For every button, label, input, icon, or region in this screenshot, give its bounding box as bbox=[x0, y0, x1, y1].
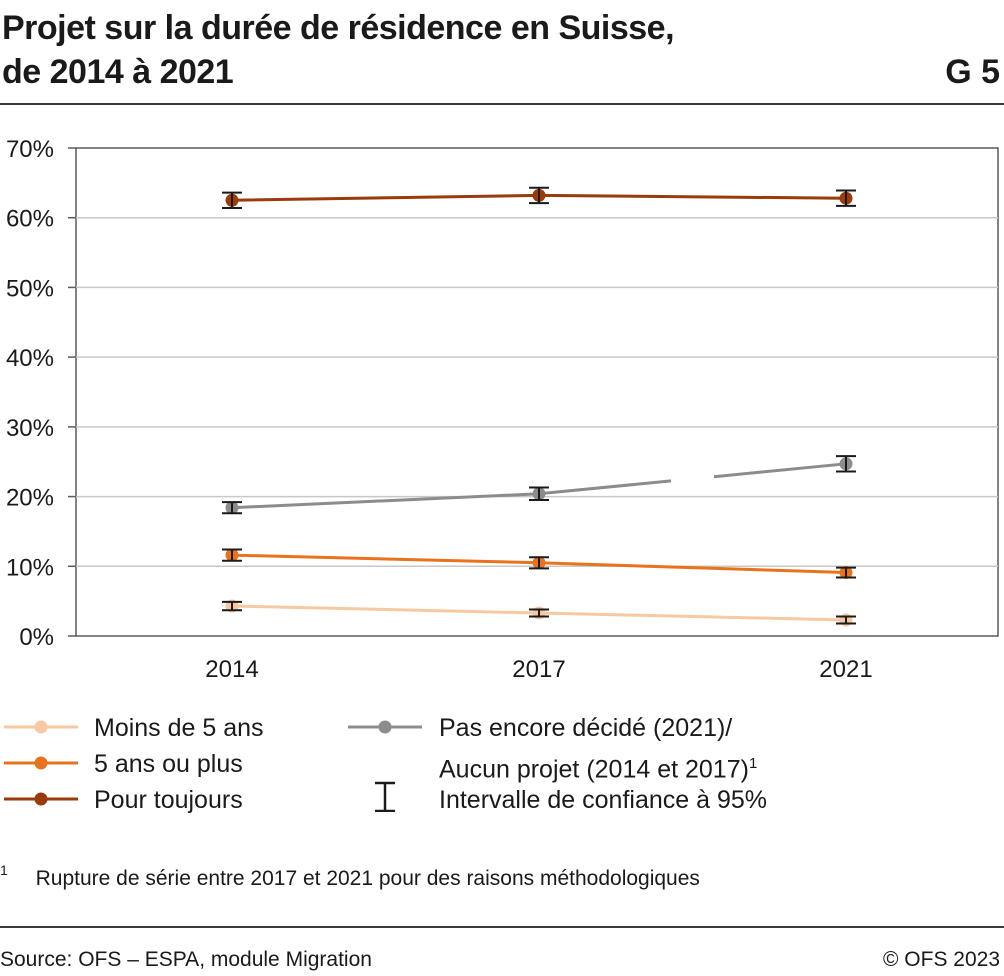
x-tick-label: 2021 bbox=[819, 656, 872, 683]
legend-symbols-right bbox=[348, 720, 422, 812]
y-tick-label: 70% bbox=[6, 136, 54, 163]
legend-symbol-moins-5-ans bbox=[4, 720, 78, 734]
legend-label-aucun-projet-text: Aucun projet (2014 et 2017) bbox=[439, 755, 749, 784]
legend-label-pas-encore-decide: Pas encore décidé (2021)/ bbox=[439, 714, 733, 742]
y-tick-label: 10% bbox=[6, 554, 54, 581]
legend-symbols-left bbox=[4, 720, 78, 806]
legend-label-5-ans-ou-plus: 5 ans ou plus bbox=[94, 750, 243, 778]
x-tick-label: 2017 bbox=[512, 656, 565, 683]
legend-symbol-confidence-interval bbox=[375, 781, 395, 812]
y-axis: 0% 10% 20% 30% 40% 50% 60% 70% bbox=[6, 136, 76, 651]
series-line-3 bbox=[231, 462, 847, 510]
plot-frame bbox=[75, 147, 999, 637]
legend-symbol-pas-encore-decide bbox=[348, 720, 422, 734]
legend-label-pour-toujours: Pour toujours bbox=[94, 786, 243, 814]
title-line-2: de 2014 à 2021 bbox=[2, 53, 234, 91]
bottom-rule bbox=[0, 926, 1004, 928]
y-tick-label: 40% bbox=[6, 345, 54, 372]
copyright: © OFS 2023 bbox=[882, 948, 1000, 971]
footnote-mark: 1 bbox=[0, 862, 8, 878]
title-line-1: Projet sur la durée de résidence en Suis… bbox=[2, 9, 675, 47]
top-rule bbox=[0, 103, 1004, 105]
footnote-text: Rupture de série entre 2017 et 2021 pour… bbox=[35, 867, 700, 890]
source-note: Source: OFS – ESPA, module Migration bbox=[0, 948, 372, 971]
legend-label-moins-5-ans: Moins de 5 ans bbox=[94, 714, 264, 742]
x-tick-label: 2014 bbox=[205, 656, 258, 683]
chart-title: Projet sur la durée de résidence en Suis… bbox=[2, 6, 675, 94]
y-tick-label: 0% bbox=[19, 624, 54, 651]
legend-symbol-5-ans-ou-plus bbox=[4, 756, 78, 770]
y-tick-label: 50% bbox=[6, 275, 54, 302]
y-tick-label: 60% bbox=[6, 206, 54, 233]
footnote: 1 Rupture de série entre 2017 et 2021 po… bbox=[0, 862, 700, 891]
series-markers bbox=[222, 186, 856, 627]
y-tick-label: 20% bbox=[6, 485, 54, 512]
graphic-code: G 5 bbox=[945, 53, 1000, 91]
legend-label-confidence-interval: Intervalle de confiance à 95% bbox=[439, 786, 767, 814]
line-chart: 0% 10% 20% 30% 40% 50% 60% 70% 2014 2017 2021 bbox=[6, 136, 999, 683]
y-tick-label: 30% bbox=[6, 415, 54, 442]
legend-footnote-mark: 1 bbox=[748, 755, 758, 772]
x-axis: 2014 2017 2021 bbox=[205, 656, 872, 683]
legend-label-aucun-projet: Aucun projet (2014 et 2017)1 bbox=[439, 746, 757, 787]
legend-symbol-pour-toujours bbox=[4, 792, 78, 806]
